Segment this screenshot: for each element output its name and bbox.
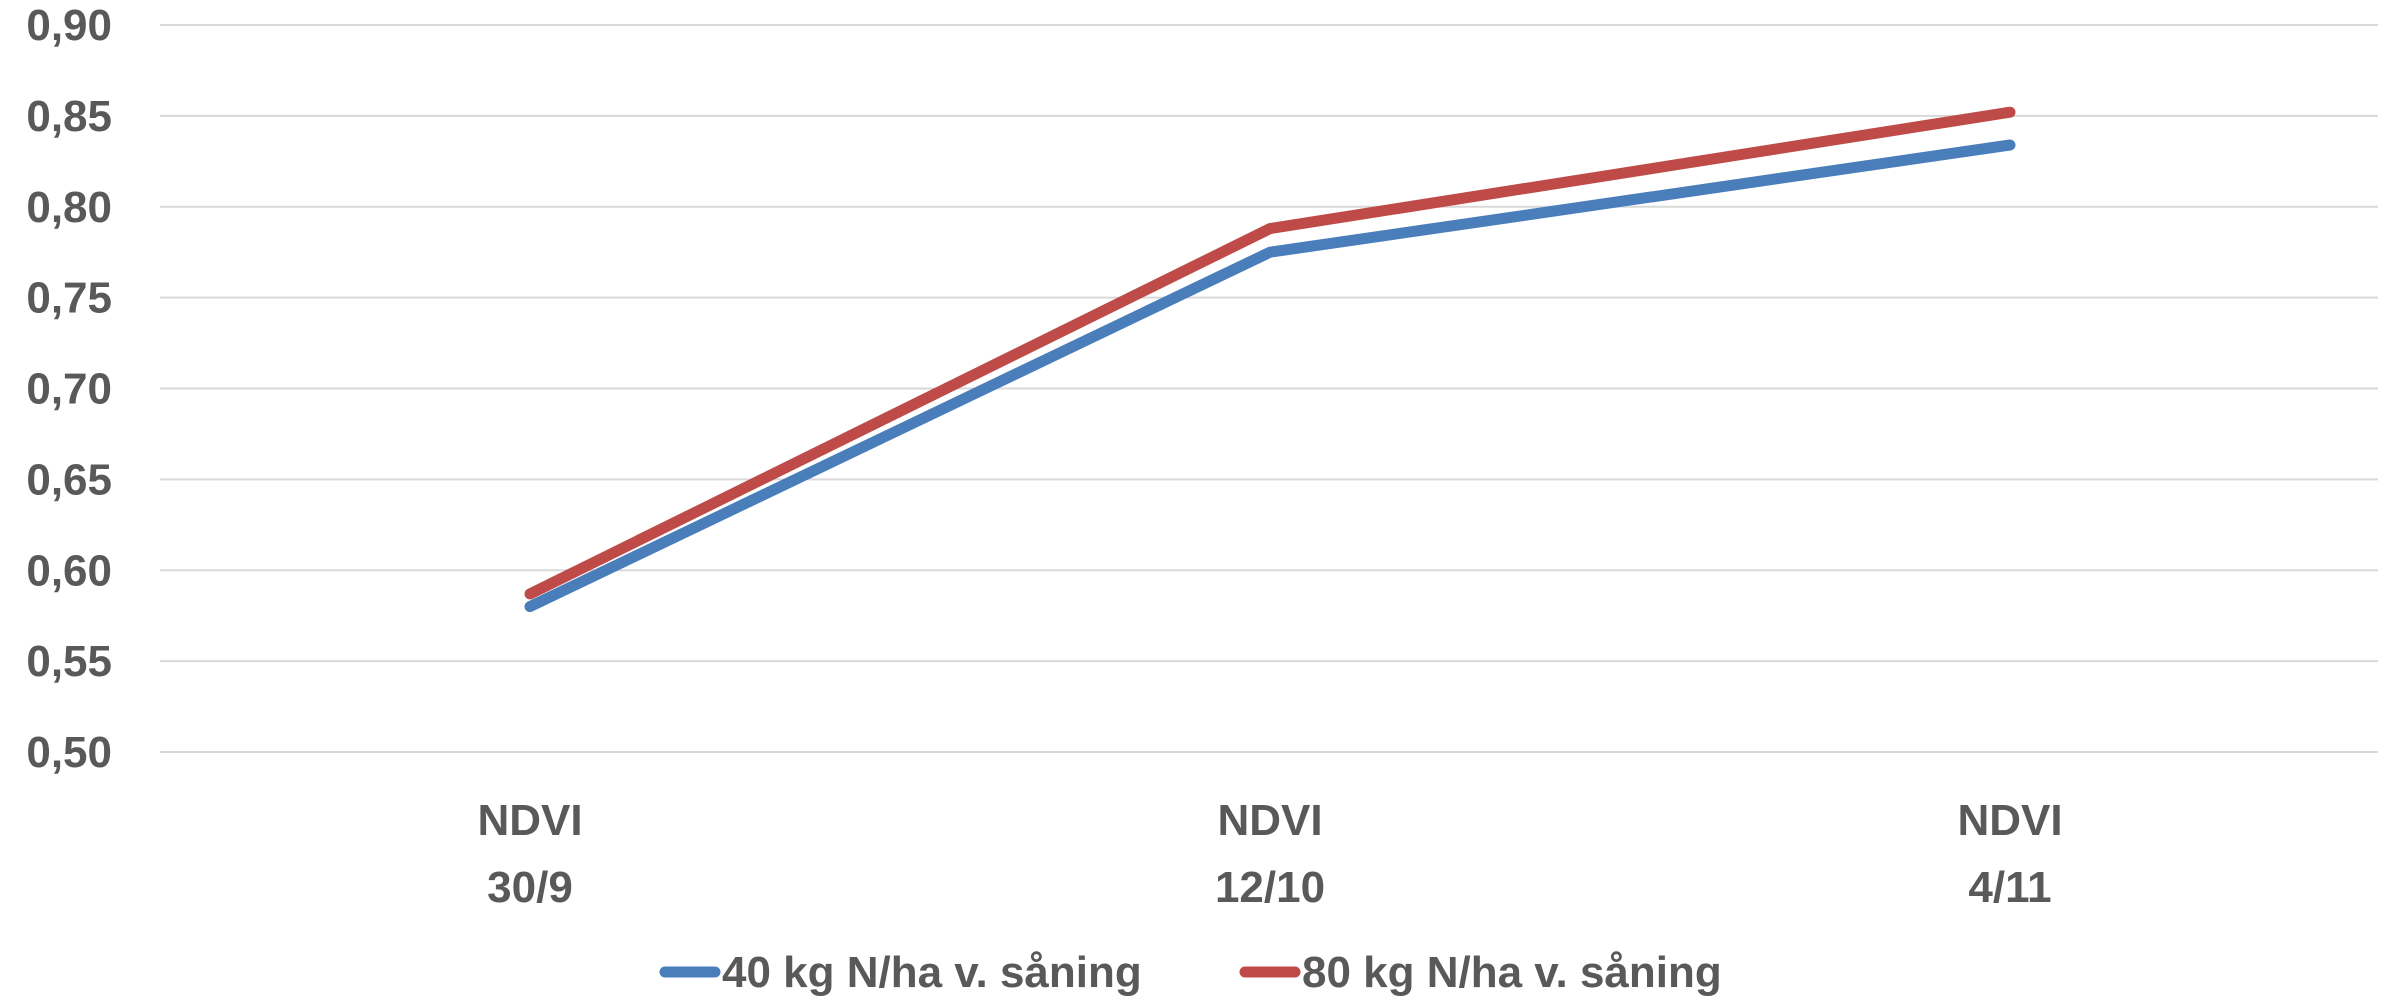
y-tick-label: 0,80 [26, 183, 112, 232]
series-line-1 [524, 139, 2016, 613]
y-tick-label: 0,70 [26, 365, 112, 414]
y-tick-label: 0,75 [26, 274, 112, 323]
legend-label: 40 kg N/ha v. såning [722, 948, 1142, 997]
y-axis-tick-labels: 0,50 0,55 0,60 0,65 0,70 0,75 0,80 0,85 0,90 [26, 1, 112, 777]
x-tick-label: 4/11 [1968, 863, 2051, 912]
y-tick-label: 0,90 [26, 1, 112, 50]
x-tick-label: NDVI [1217, 796, 1322, 845]
legend-label: 80 kg N/ha v. såning [1302, 948, 1722, 997]
y-tick-label: 0,55 [26, 637, 112, 686]
x-tick-label: NDVI [477, 796, 582, 845]
gridlines [160, 24, 2378, 753]
x-tick-label: 30/9 [487, 863, 573, 912]
y-tick-label: 0,85 [26, 92, 112, 141]
y-tick-label: 0,60 [26, 546, 112, 595]
legend-item: 40 kg N/ha v. såning [659, 948, 1142, 997]
series-lines [524, 106, 2016, 613]
series-line-2 [524, 106, 2016, 600]
x-tick-label: 12/10 [1215, 863, 1325, 912]
x-tick-label: NDVI [1957, 796, 2062, 845]
y-tick-label: 0,65 [26, 455, 112, 504]
x-axis-tick-labels: NDVI 30/9 NDVI 12/10 NDVI 4/11 [477, 796, 2062, 912]
y-tick-label: 0,50 [26, 728, 112, 777]
legend: 40 kg N/ha v. såning 80 kg N/ha v. såning [659, 948, 1722, 997]
legend-item: 80 kg N/ha v. såning [1239, 948, 1722, 997]
